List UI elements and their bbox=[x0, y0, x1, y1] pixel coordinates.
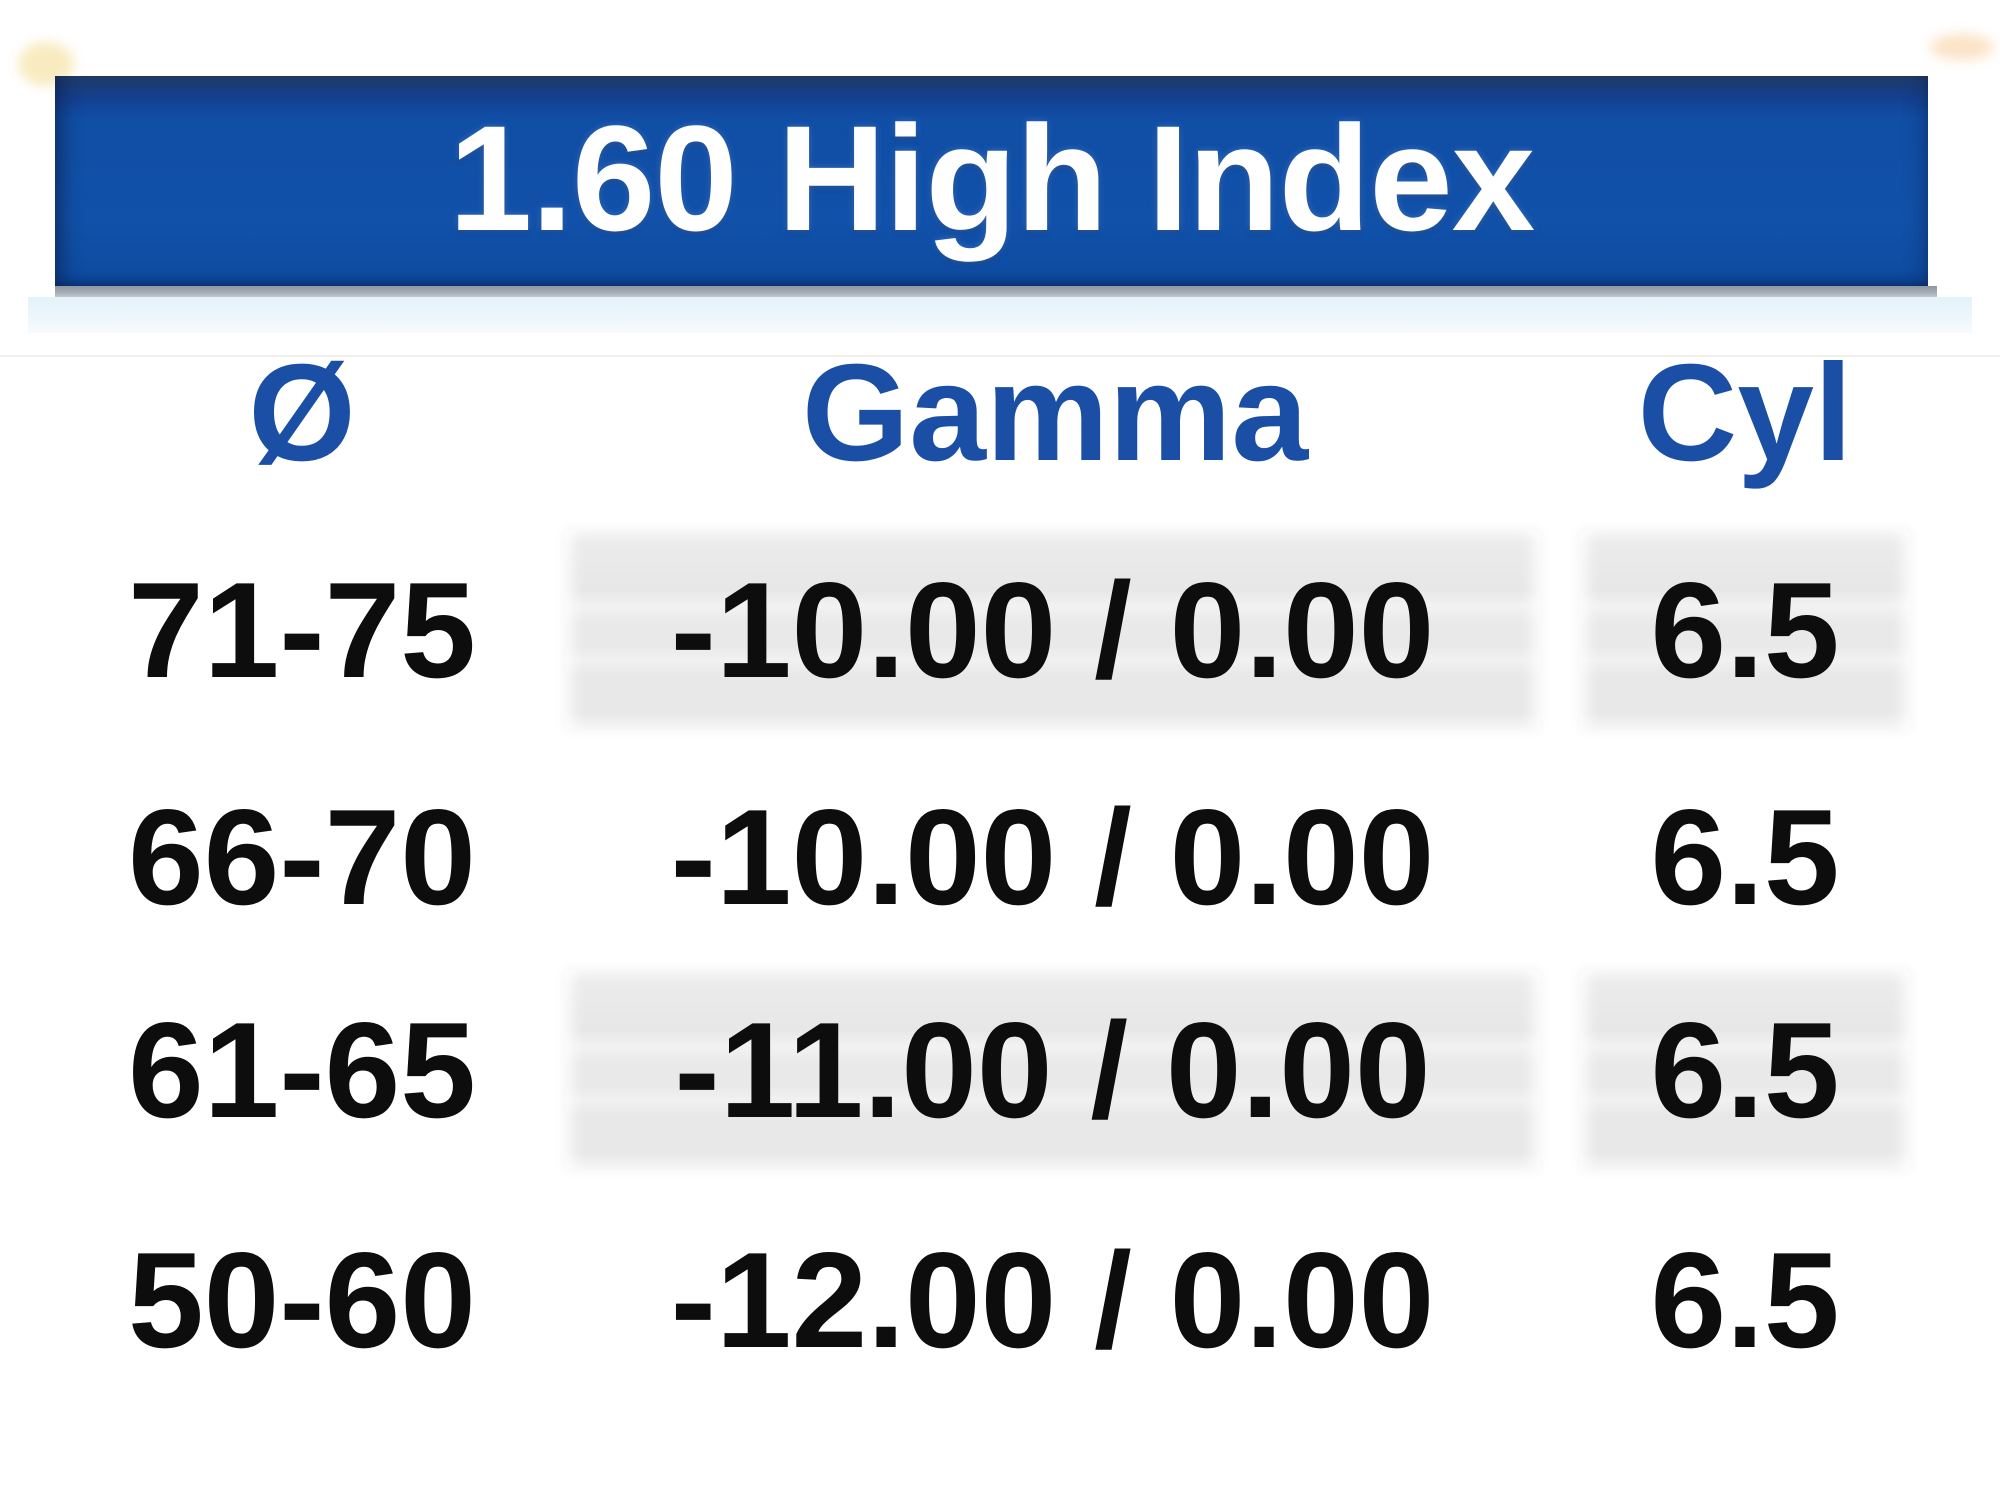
column-header-cyl: Cyl bbox=[1637, 336, 1853, 490]
table-title: 1.60 High Index bbox=[448, 94, 1535, 262]
cell-gamma-power-range: -12.00 / 0.00 bbox=[670, 1224, 1435, 1376]
cell-gamma-power-range: -11.00 / 0.00 bbox=[565, 970, 1540, 1170]
under-bar-highlight-band bbox=[28, 297, 1972, 333]
cell-diameter-range: 50-60 bbox=[128, 1224, 476, 1376]
cell-cylinder-value: 6.5 bbox=[1580, 970, 1910, 1170]
cell-diameter-range: 61-65 bbox=[128, 994, 476, 1146]
background-seam-line bbox=[0, 355, 2000, 357]
column-header-gamma: Gamma bbox=[801, 336, 1309, 490]
cell-gamma-power-range: -10.00 / 0.00 bbox=[565, 530, 1540, 730]
table-row: 61-65 -11.00 / 0.00 6.5 bbox=[0, 970, 2000, 1170]
scan-artifact-top-right bbox=[1930, 34, 1994, 60]
cell-cylinder-value: 6.5 bbox=[1580, 530, 1910, 730]
cell-cylinder-value: 6.5 bbox=[1650, 1224, 1840, 1376]
cell-cylinder-value: 6.5 bbox=[1650, 781, 1840, 933]
table-title-bar: 1.60 High Index bbox=[55, 76, 1928, 286]
table-row: 66-70 -10.00 / 0.00 6.5 bbox=[0, 757, 2000, 957]
cell-diameter-range: 71-75 bbox=[128, 554, 476, 706]
cell-diameter-range: 66-70 bbox=[128, 781, 476, 933]
column-header-row: Ø Gamma Cyl bbox=[0, 338, 2000, 488]
table-row: 71-75 -10.00 / 0.00 6.5 bbox=[0, 530, 2000, 730]
table-row: 50-60 -12.00 / 0.00 6.5 bbox=[0, 1200, 2000, 1400]
title-bar-shadow bbox=[55, 286, 1937, 297]
cell-gamma-power-range: -10.00 / 0.00 bbox=[670, 781, 1435, 933]
column-header-diameter: Ø bbox=[248, 336, 356, 490]
